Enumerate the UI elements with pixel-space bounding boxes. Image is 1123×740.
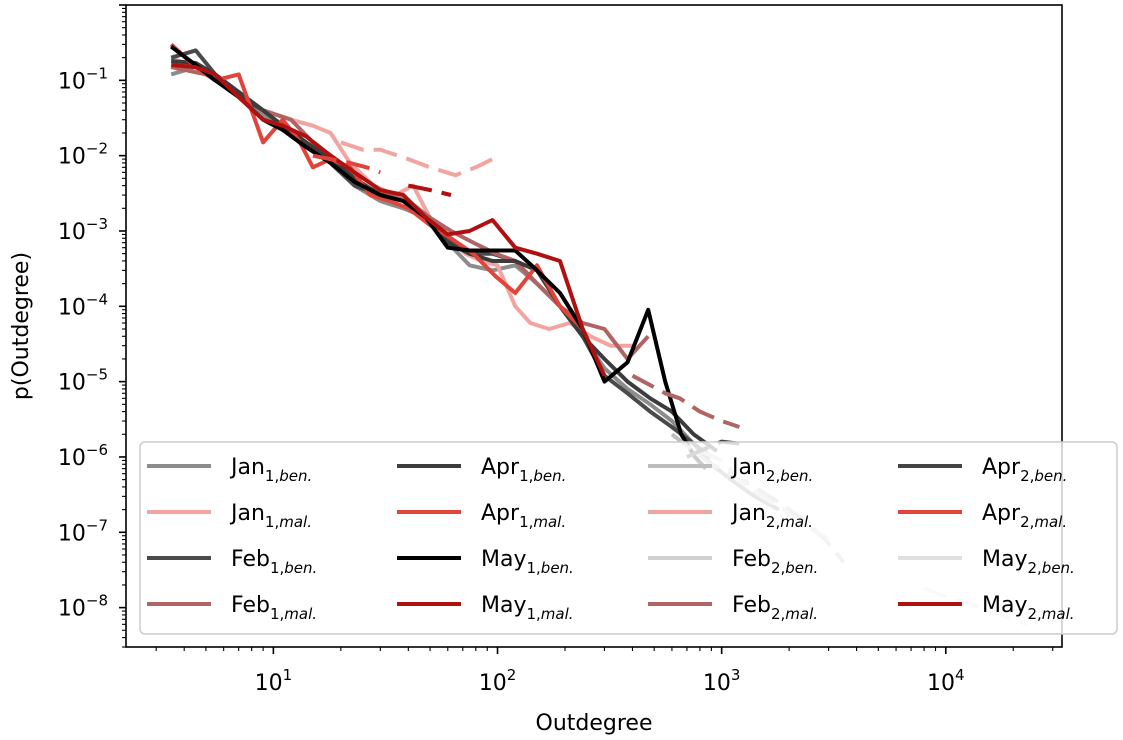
plot-frame	[125, 4, 1063, 648]
x-tick-label: 104	[927, 666, 965, 696]
x-tick-label: 102	[479, 666, 517, 696]
legend-label: Apr1,ben.	[481, 455, 566, 485]
x-tick-label: 103	[703, 666, 741, 696]
y-tick-label: 10−8	[58, 592, 108, 622]
series-line-may1-mal	[171, 63, 607, 377]
legend-label: May1,ben.	[481, 547, 574, 577]
y-tick-label: 10−7	[58, 516, 108, 546]
legend-label: Jan2,mal.	[730, 501, 813, 531]
y-tick-label: 10−3	[58, 215, 108, 245]
legend-label: Feb1,ben.	[231, 547, 317, 577]
series-line-apr1-ben	[171, 59, 718, 453]
legend-label: May2,ben.	[982, 547, 1075, 577]
legend-label: Jan1,mal.	[229, 501, 312, 531]
y-tick-label: 10−4	[58, 290, 108, 320]
series-line-may2-mal	[407, 183, 452, 197]
y-tick-label: 10−6	[58, 441, 108, 471]
y-tick-label: 10−1	[58, 64, 108, 94]
y-tick-label: 10−5	[58, 366, 108, 396]
y-tick-label: 10−2	[58, 140, 108, 170]
axes-layer: 101 102 103 104 10−1 10−2 10−3 10−4 10−5 10−6 10−7…	[58, 4, 1054, 696]
x-tick-label: 101	[255, 666, 293, 696]
legend-label: May1,mal.	[481, 593, 574, 623]
legend-label: Jan2,ben.	[730, 455, 813, 485]
y-axis-label: p(Outdegree)	[9, 252, 34, 400]
series-line-apr1-mal	[169, 42, 585, 331]
series-line-feb2-mal	[631, 373, 741, 429]
legend-label: Apr2,ben.	[982, 455, 1067, 485]
x-axis-label: Outdegree	[536, 711, 653, 736]
legend-label: Feb2,ben.	[732, 547, 818, 577]
legend-label: Feb1,mal.	[231, 593, 317, 623]
legend-label: Feb2,mal.	[732, 593, 818, 623]
legend-label: Apr2,mal.	[982, 501, 1067, 531]
legend-box	[139, 441, 1118, 635]
legend-label: Apr1,mal.	[481, 501, 566, 531]
series-line-apr2-mal	[312, 153, 381, 175]
legend-label: Jan1,ben.	[229, 455, 312, 485]
legend-label: May2,mal.	[982, 593, 1075, 623]
legend: Jan1,ben. Jan1,mal. Feb1,ben. Feb1,mal. Apr1…	[139, 441, 1118, 635]
series-line-jan2-mal	[340, 140, 494, 178]
